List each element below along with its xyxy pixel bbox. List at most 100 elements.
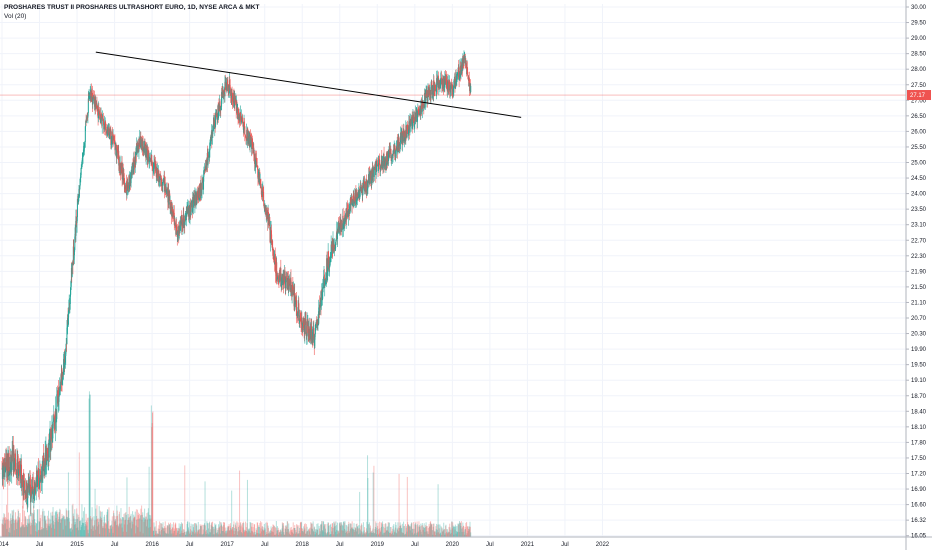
volume-bar	[211, 526, 213, 537]
volume-bar	[320, 524, 322, 537]
volume-bar	[380, 526, 382, 537]
volume-bar	[271, 531, 273, 537]
volume-bar	[463, 531, 465, 537]
price-tick-label: 27.00	[911, 98, 927, 104]
candle-body	[443, 84, 445, 87]
volume-bar	[336, 529, 338, 537]
volume-bar	[65, 508, 67, 537]
volume-bar	[90, 516, 92, 537]
candle-body	[14, 458, 16, 467]
volume-bar	[198, 529, 200, 537]
candle-body	[169, 193, 171, 209]
volume-bar	[311, 529, 313, 537]
volume-bar	[228, 526, 230, 537]
volume-bar	[207, 528, 209, 537]
volume-bar	[38, 529, 40, 537]
volume-bar	[398, 531, 400, 537]
volume-bar	[151, 427, 153, 537]
volume-bar	[277, 527, 279, 537]
volume-bar	[303, 526, 305, 537]
volume-bar	[426, 526, 428, 537]
volume-bar	[93, 525, 95, 537]
candle-body	[385, 159, 387, 166]
candle-body	[172, 211, 174, 217]
candle-body	[279, 274, 281, 276]
volume-bar	[236, 528, 238, 537]
volume-bar	[126, 531, 128, 537]
candle-body	[236, 101, 238, 113]
volume-bar	[263, 523, 265, 537]
volume-bar	[24, 527, 26, 537]
candle-body	[372, 167, 374, 177]
candle-body	[45, 446, 47, 465]
volume-bar	[167, 533, 169, 537]
volume-bar	[117, 524, 119, 537]
volume-bar	[276, 526, 278, 537]
volume-bar	[433, 523, 435, 537]
candle-body	[133, 156, 135, 162]
volume-bar	[467, 531, 469, 537]
candle-body	[277, 275, 279, 278]
volume-bar	[417, 532, 419, 537]
volume-bar	[332, 523, 334, 537]
volume-bar	[376, 527, 378, 537]
volume-bar	[197, 521, 199, 537]
volume-bar	[102, 527, 104, 537]
candle-body	[82, 155, 84, 157]
volume-bar	[379, 530, 381, 537]
symbol-title[interactable]: PROSHARES TRUST II PROSHARES ULTRASHORT …	[4, 4, 260, 11]
volume-bar	[400, 528, 402, 537]
candle-body	[21, 464, 23, 488]
volume-bar	[289, 531, 291, 537]
volume-bar	[56, 510, 58, 537]
candle-body	[452, 88, 454, 90]
volume-bar	[15, 520, 17, 537]
volume-bar	[331, 526, 333, 537]
candle-body	[228, 80, 230, 94]
candle-body	[449, 81, 451, 92]
volume-bar	[96, 526, 98, 537]
volume-indicator-label[interactable]: Vol (20)	[4, 13, 27, 20]
candle-body	[440, 77, 442, 82]
volume-bar	[410, 526, 412, 537]
time-tick-label: 2021	[521, 542, 535, 548]
volume-bar	[378, 533, 380, 537]
candle-body	[10, 454, 12, 473]
volume-bar	[340, 522, 342, 537]
volume-bar	[296, 533, 298, 537]
volume-bar	[120, 508, 122, 537]
volume-bar	[421, 525, 423, 537]
volume-bar	[382, 532, 384, 537]
volume-bar	[183, 529, 185, 537]
volume-bar	[137, 527, 139, 537]
candle-body	[99, 111, 101, 114]
candle-body	[67, 311, 69, 325]
candle-body	[66, 327, 68, 345]
volume-bar	[280, 530, 282, 537]
volume-bar	[346, 525, 348, 537]
candle-body	[464, 53, 466, 64]
volume-bar	[239, 529, 241, 537]
volume-bar	[139, 531, 141, 537]
price-axis[interactable]: 30.0029.5029.0028.5028.0027.5027.0026.50…	[906, 5, 927, 540]
candle-body	[281, 274, 283, 283]
volume-bar	[369, 532, 371, 537]
volume-bar	[18, 510, 20, 537]
volume-bar	[430, 524, 432, 537]
candle-body	[124, 187, 126, 189]
candle-body	[458, 67, 460, 79]
volume-bar	[78, 517, 80, 537]
volume-bar	[128, 520, 130, 537]
volume-bar	[17, 509, 19, 537]
volume-bar	[67, 472, 69, 537]
volume-bar	[24, 515, 26, 537]
trendline[interactable]	[95, 51, 522, 118]
volume-bar	[132, 524, 134, 537]
volume-bar	[358, 528, 360, 537]
time-axis[interactable]: 2014Jul2015Jul2016Jul2017Jul2018Jul2019J…	[0, 542, 610, 548]
volume-bar	[219, 521, 221, 537]
candle-body	[142, 140, 144, 152]
candle-body	[209, 150, 211, 158]
volume-bar	[424, 527, 426, 537]
